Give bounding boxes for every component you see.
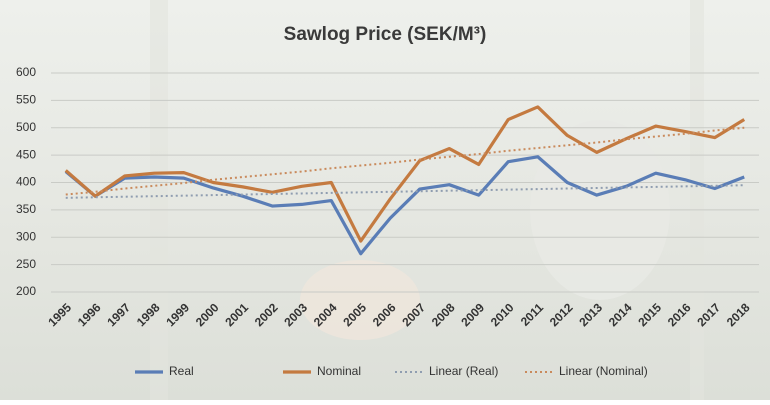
series-line bbox=[65, 126, 745, 196]
y-tick-label: 250 bbox=[16, 257, 36, 271]
y-tick-label: 500 bbox=[16, 120, 36, 134]
legend-label: Linear (Nominal) bbox=[559, 364, 648, 378]
background-shape bbox=[300, 260, 420, 340]
y-tick-label: 200 bbox=[16, 284, 36, 298]
y-tick-label: 550 bbox=[16, 93, 36, 107]
legend-label: Real bbox=[169, 364, 194, 378]
legend-label: Nominal bbox=[317, 364, 361, 378]
y-tick-label: 350 bbox=[16, 202, 36, 216]
legend-label: Linear (Real) bbox=[429, 364, 498, 378]
series-line bbox=[64, 105, 746, 243]
y-tick-label: 300 bbox=[16, 229, 36, 243]
background-shape bbox=[690, 0, 704, 400]
y-tick-label: 600 bbox=[16, 65, 36, 79]
y-tick-label: 450 bbox=[16, 147, 36, 161]
y-tick-label: 400 bbox=[16, 175, 36, 189]
background-shape bbox=[150, 0, 168, 400]
chart-title: Sawlog Price (SEK/M³) bbox=[284, 24, 487, 45]
series-line bbox=[65, 184, 745, 199]
series-line bbox=[64, 155, 745, 256]
